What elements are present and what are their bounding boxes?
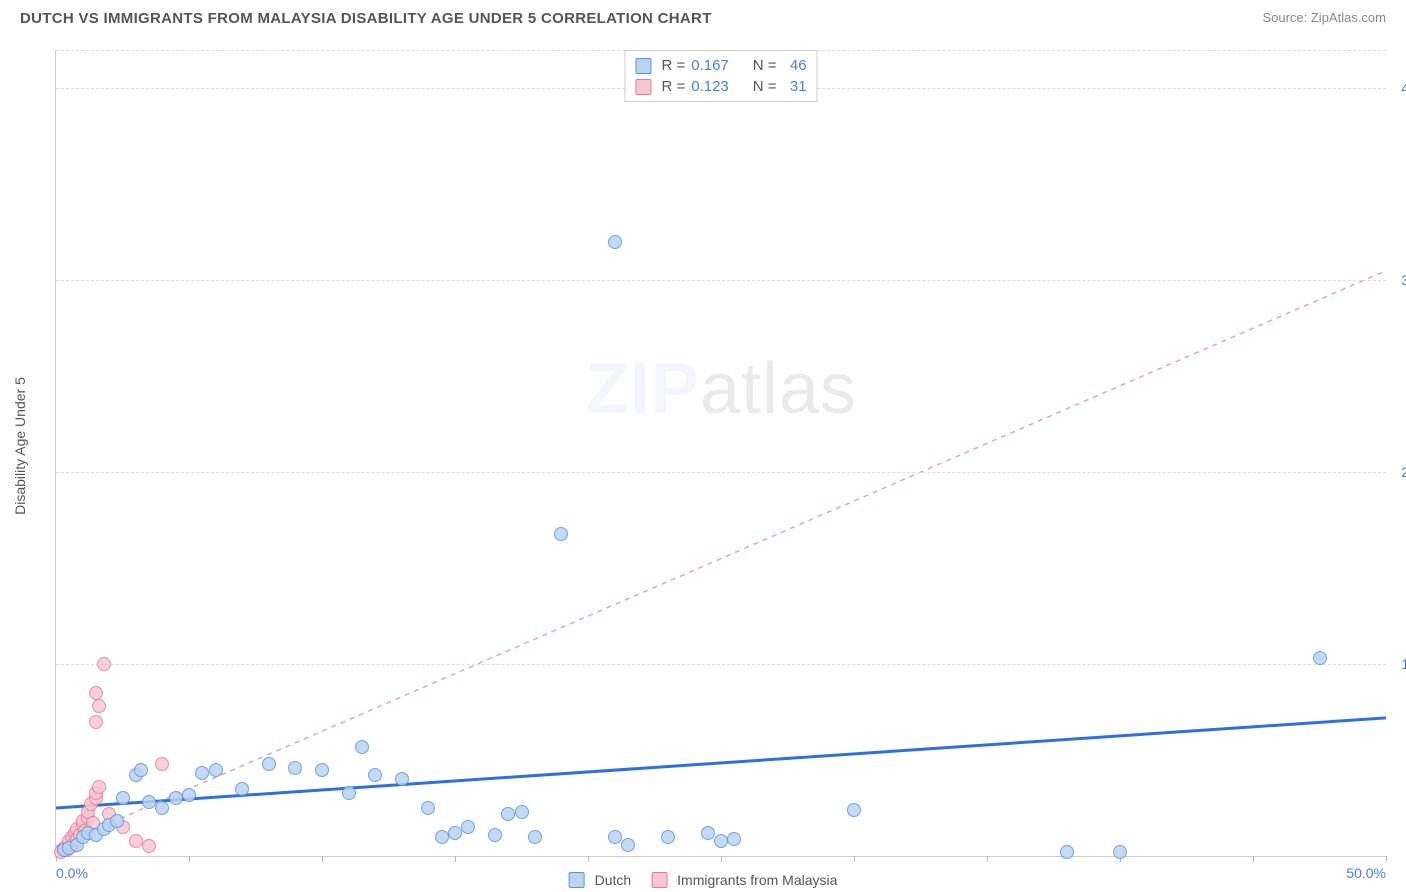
data-point [134, 763, 148, 777]
data-point [92, 699, 106, 713]
data-point [554, 527, 568, 541]
legend-swatch [635, 58, 651, 74]
data-point [727, 832, 741, 846]
x-tick [322, 856, 323, 862]
watermark: ZIPatlas [585, 348, 857, 430]
x-tick [987, 856, 988, 862]
data-point [110, 814, 124, 828]
data-point [142, 795, 156, 809]
gridline [56, 664, 1386, 665]
data-point [209, 763, 223, 777]
data-point [847, 803, 861, 817]
data-point [701, 826, 715, 840]
legend-item: Dutch [569, 872, 632, 888]
y-axis-label: Disability Age Under 5 [12, 377, 28, 515]
y-tick-label: 30.0% [1391, 272, 1406, 288]
data-point [262, 757, 276, 771]
x-tick [854, 856, 855, 862]
data-point [461, 820, 475, 834]
legend-stats-row: R = 0.123N = 31 [635, 76, 806, 97]
x-tick [455, 856, 456, 862]
data-point [155, 757, 169, 771]
x-tick [189, 856, 190, 862]
data-point [1313, 651, 1327, 665]
data-point [89, 715, 103, 729]
data-point [661, 830, 675, 844]
data-point [182, 788, 196, 802]
legend-stats-row: R = 0.167N = 46 [635, 55, 806, 76]
x-tick [721, 856, 722, 862]
data-point [1113, 845, 1127, 859]
source-attribution: Source: ZipAtlas.com [1262, 10, 1386, 25]
data-point [421, 801, 435, 815]
legend-label: Dutch [595, 872, 632, 888]
legend-swatch [569, 872, 585, 888]
series-legend: Dutch Immigrants from Malaysia [569, 872, 838, 888]
data-point [621, 838, 635, 852]
data-point [488, 828, 502, 842]
data-point [501, 807, 515, 821]
y-tick-label: 20.0% [1391, 464, 1406, 480]
legend-swatch [635, 79, 651, 95]
data-point [155, 801, 169, 815]
data-point [142, 839, 156, 853]
data-point [368, 768, 382, 782]
chart-header: DUTCH VS IMMIGRANTS FROM MALAYSIA DISABI… [0, 0, 1406, 27]
trend-line-immigrants-from-malaysia [56, 271, 1386, 847]
gridline [56, 280, 1386, 281]
scatter-chart: ZIPatlas R = 0.167N = 46R = 0.123N = 31 … [55, 50, 1386, 857]
data-point [608, 235, 622, 249]
trend-lines [56, 50, 1386, 856]
data-point [448, 826, 462, 840]
data-point [315, 763, 329, 777]
data-point [714, 834, 728, 848]
x-tick-label: 50.0% [1346, 865, 1386, 881]
data-point [288, 761, 302, 775]
data-point [195, 766, 209, 780]
x-tick-label: 0.0% [56, 865, 88, 881]
data-point [1060, 845, 1074, 859]
data-point [235, 782, 249, 796]
data-point [528, 830, 542, 844]
data-point [355, 740, 369, 754]
trend-line-dutch [56, 718, 1386, 808]
legend-item: Immigrants from Malaysia [651, 872, 837, 888]
chart-title: DUTCH VS IMMIGRANTS FROM MALAYSIA DISABI… [20, 10, 712, 27]
gridline [56, 472, 1386, 473]
data-point [515, 805, 529, 819]
x-tick [1253, 856, 1254, 862]
data-point [435, 830, 449, 844]
x-tick [1386, 856, 1387, 862]
data-point [169, 791, 183, 805]
data-point [97, 657, 111, 671]
data-point [89, 686, 103, 700]
data-point [129, 834, 143, 848]
legend-swatch [651, 872, 667, 888]
y-tick-label: 40.0% [1391, 80, 1406, 96]
x-tick [588, 856, 589, 862]
correlation-legend: R = 0.167N = 46R = 0.123N = 31 [624, 50, 817, 102]
data-point [395, 772, 409, 786]
legend-label: Immigrants from Malaysia [677, 872, 837, 888]
data-point [116, 791, 130, 805]
y-tick-label: 10.0% [1391, 656, 1406, 672]
data-point [92, 780, 106, 794]
data-point [608, 830, 622, 844]
data-point [342, 786, 356, 800]
